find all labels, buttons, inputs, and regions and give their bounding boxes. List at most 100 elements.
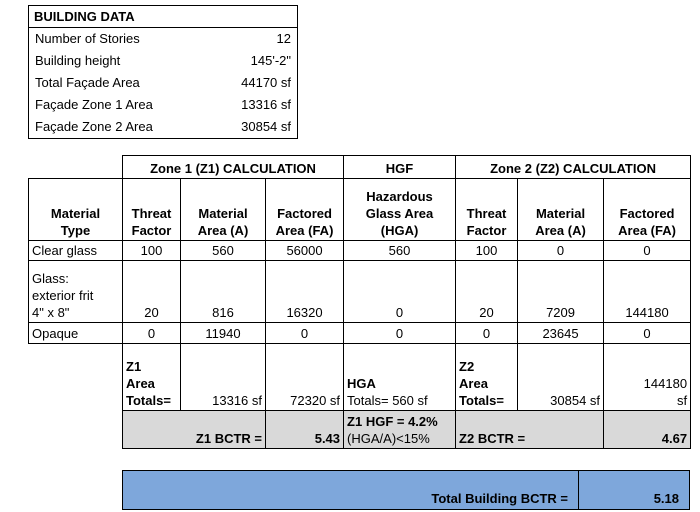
text: 0 — [395, 305, 404, 320]
line: Clear glass — [32, 243, 98, 258]
text: Z2 BCTR = — [459, 431, 526, 446]
label: Façade Zone 2 Area — [35, 119, 153, 134]
text: HGF — [385, 161, 414, 176]
line: 13316 sf — [212, 393, 262, 408]
line: Area — [126, 376, 155, 391]
text: 11940 — [205, 326, 241, 341]
line: Material — [50, 206, 101, 221]
cell — [29, 156, 123, 179]
cell: Threat Factor — [455, 178, 519, 241]
line: Material — [198, 206, 248, 221]
cell: Zone 1 (Z1) CALCULATION — [121, 155, 345, 179]
cell: 0 — [517, 240, 605, 261]
line: Glass Area — [365, 206, 434, 221]
value: 12 — [276, 31, 291, 46]
line: Area (FA) — [618, 223, 676, 238]
text: 20 — [479, 305, 494, 320]
label: Building height — [35, 53, 121, 68]
cell: Z1 HGF = 4.2% (HGA/A)<15% — [343, 410, 457, 449]
line: 144180 — [643, 376, 688, 391]
row: Glass: exterior frit 4" x 8" 20 816 16320 0 20 7… — [28, 260, 692, 323]
cell: 0 — [264, 322, 345, 344]
cell: Material Area (A) — [517, 178, 605, 241]
text: 0 — [643, 326, 651, 341]
text: 100 — [140, 243, 163, 258]
text: 23645 — [542, 326, 579, 341]
cell: 4.67 — [603, 410, 692, 449]
text: 0 — [556, 243, 565, 258]
line: (HGA/A)<15% — [347, 431, 430, 446]
line: 30854 sf — [550, 393, 601, 408]
text: 0 — [643, 243, 651, 258]
cell: 20 — [455, 260, 519, 323]
cell: Material Type — [28, 178, 123, 241]
total-label: Total Building BCTR = — [123, 471, 579, 509]
total-bctr: Total Building BCTR = 5.18 — [122, 470, 690, 510]
line: Area (A) — [535, 223, 586, 238]
line: Factored — [277, 206, 332, 221]
text: 560 — [212, 243, 234, 258]
text: 4.67 — [661, 431, 688, 446]
cell: Z1 BCTR = — [122, 410, 266, 449]
text: 0 — [300, 326, 309, 341]
cell: 5.43 — [264, 410, 345, 449]
cell: HGA Totals= 560 sf — [343, 343, 457, 411]
line: Hazardous — [366, 189, 433, 204]
text: 20 — [144, 305, 159, 320]
line: Z1 — [126, 359, 142, 374]
cell: 11940 — [180, 322, 266, 344]
cell: Glass: exterior frit 4" x 8" — [28, 260, 123, 323]
line: Type — [60, 223, 91, 238]
building-data: BUILDING DATA Number of Stories 12 Building… — [28, 5, 298, 139]
line: Area — [459, 376, 488, 391]
row: Zone 1 (Z1) CALCULATION HGF Zone 2 (Z2) CA… — [29, 155, 692, 179]
row: Z1 BCTR = 5.43 Z1 HGF = 4.2% (HGA/A)<15% Z2 … — [29, 410, 692, 449]
cell: Factored Area (FA) — [264, 178, 345, 241]
cell: 0 — [122, 322, 181, 344]
building-data-row: Number of Stories 12 — [29, 28, 297, 50]
line: Totals= — [459, 393, 504, 408]
line: Glass: — [32, 271, 69, 286]
cell: 560 — [343, 240, 457, 261]
cell: Z2 Area Totals= — [455, 343, 519, 411]
text: Zone 2 (Z2) CALCULATION — [490, 161, 656, 176]
label: Number of Stories — [35, 31, 140, 46]
cell: 144180 sf — [603, 343, 692, 411]
label: Total Façade Area — [35, 75, 140, 90]
text: 0 — [482, 326, 491, 341]
line: Factor — [466, 223, 507, 238]
label: Façade Zone 1 Area — [35, 97, 153, 112]
line: Threat — [466, 206, 507, 221]
cell: HGF — [343, 155, 457, 179]
line: Material — [535, 206, 586, 221]
cell: Zone 2 (Z2) CALCULATION — [455, 155, 692, 179]
row: Clear glass 100 560 56000 560 100 0 0 — [28, 240, 692, 261]
text: 0 — [147, 326, 156, 341]
line: HGA — [347, 376, 376, 391]
text: Zone 1 (Z1) CALCULATION — [150, 161, 316, 176]
text: 5.43 — [314, 431, 341, 446]
cell: 16320 — [264, 260, 345, 323]
cell: Material Area (A) — [180, 178, 266, 241]
line: Totals= — [126, 393, 171, 408]
row: Z1 Area Totals= 13316 sf 72320 sf HGA Totals= … — [29, 343, 692, 411]
cell: Hazardous Glass Area (HGA) — [343, 178, 457, 241]
cell: Factored Area (FA) — [603, 178, 692, 241]
cell: 20 — [122, 260, 181, 323]
cell: 23645 — [517, 322, 605, 344]
cell: 30854 sf — [517, 343, 605, 411]
cell: 144180 — [603, 260, 692, 323]
building-data-row: Façade Zone 2 Area 30854 sf — [29, 116, 297, 138]
row: Material Type Threat Factor Material Area (A)… — [28, 178, 692, 241]
text: 7209 — [546, 305, 575, 320]
text: Z1 BCTR = — [195, 431, 262, 446]
text: 560 — [388, 243, 411, 258]
line: (HGA) — [380, 223, 419, 238]
value: 13316 sf — [241, 97, 291, 112]
cell: Z1 Area Totals= — [122, 343, 181, 411]
line: exterior frit — [32, 288, 94, 303]
cell: 816 — [180, 260, 266, 323]
cell: 100 — [122, 240, 181, 261]
text: 816 — [212, 305, 234, 320]
